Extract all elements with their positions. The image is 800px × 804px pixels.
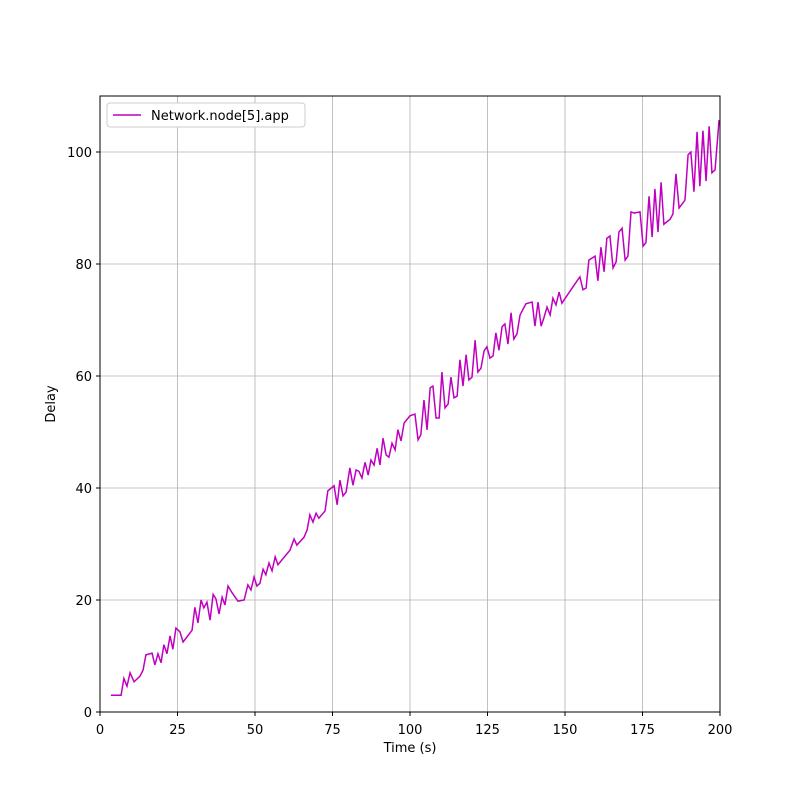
x-tick-label: 150	[553, 723, 578, 738]
x-tick-label: 200	[708, 723, 733, 738]
x-tick-label: 0	[96, 723, 104, 738]
legend-box	[106, 102, 306, 128]
y-tick-label: 40	[75, 482, 92, 497]
plot-frame	[99, 95, 721, 713]
y-tick-label: 0	[84, 706, 92, 721]
y-tick-label: 80	[75, 258, 92, 273]
y-tick-label: 100	[67, 146, 92, 161]
data-line	[110, 120, 720, 696]
y-tick-label: 20	[75, 594, 92, 609]
legend-label: Network.node[5].app	[151, 109, 289, 124]
x-tick-label: 25	[169, 723, 186, 738]
x-tick-label: 75	[324, 723, 341, 738]
x-tick-label: 50	[247, 723, 264, 738]
x-axis-label: Time (s)	[383, 741, 437, 756]
x-tick-label: 125	[475, 723, 500, 738]
y-tick-label: 60	[75, 370, 92, 385]
x-tick-label: 100	[398, 723, 423, 738]
y-axis-label: Delay	[44, 385, 59, 423]
x-tick-label: 175	[630, 723, 655, 738]
